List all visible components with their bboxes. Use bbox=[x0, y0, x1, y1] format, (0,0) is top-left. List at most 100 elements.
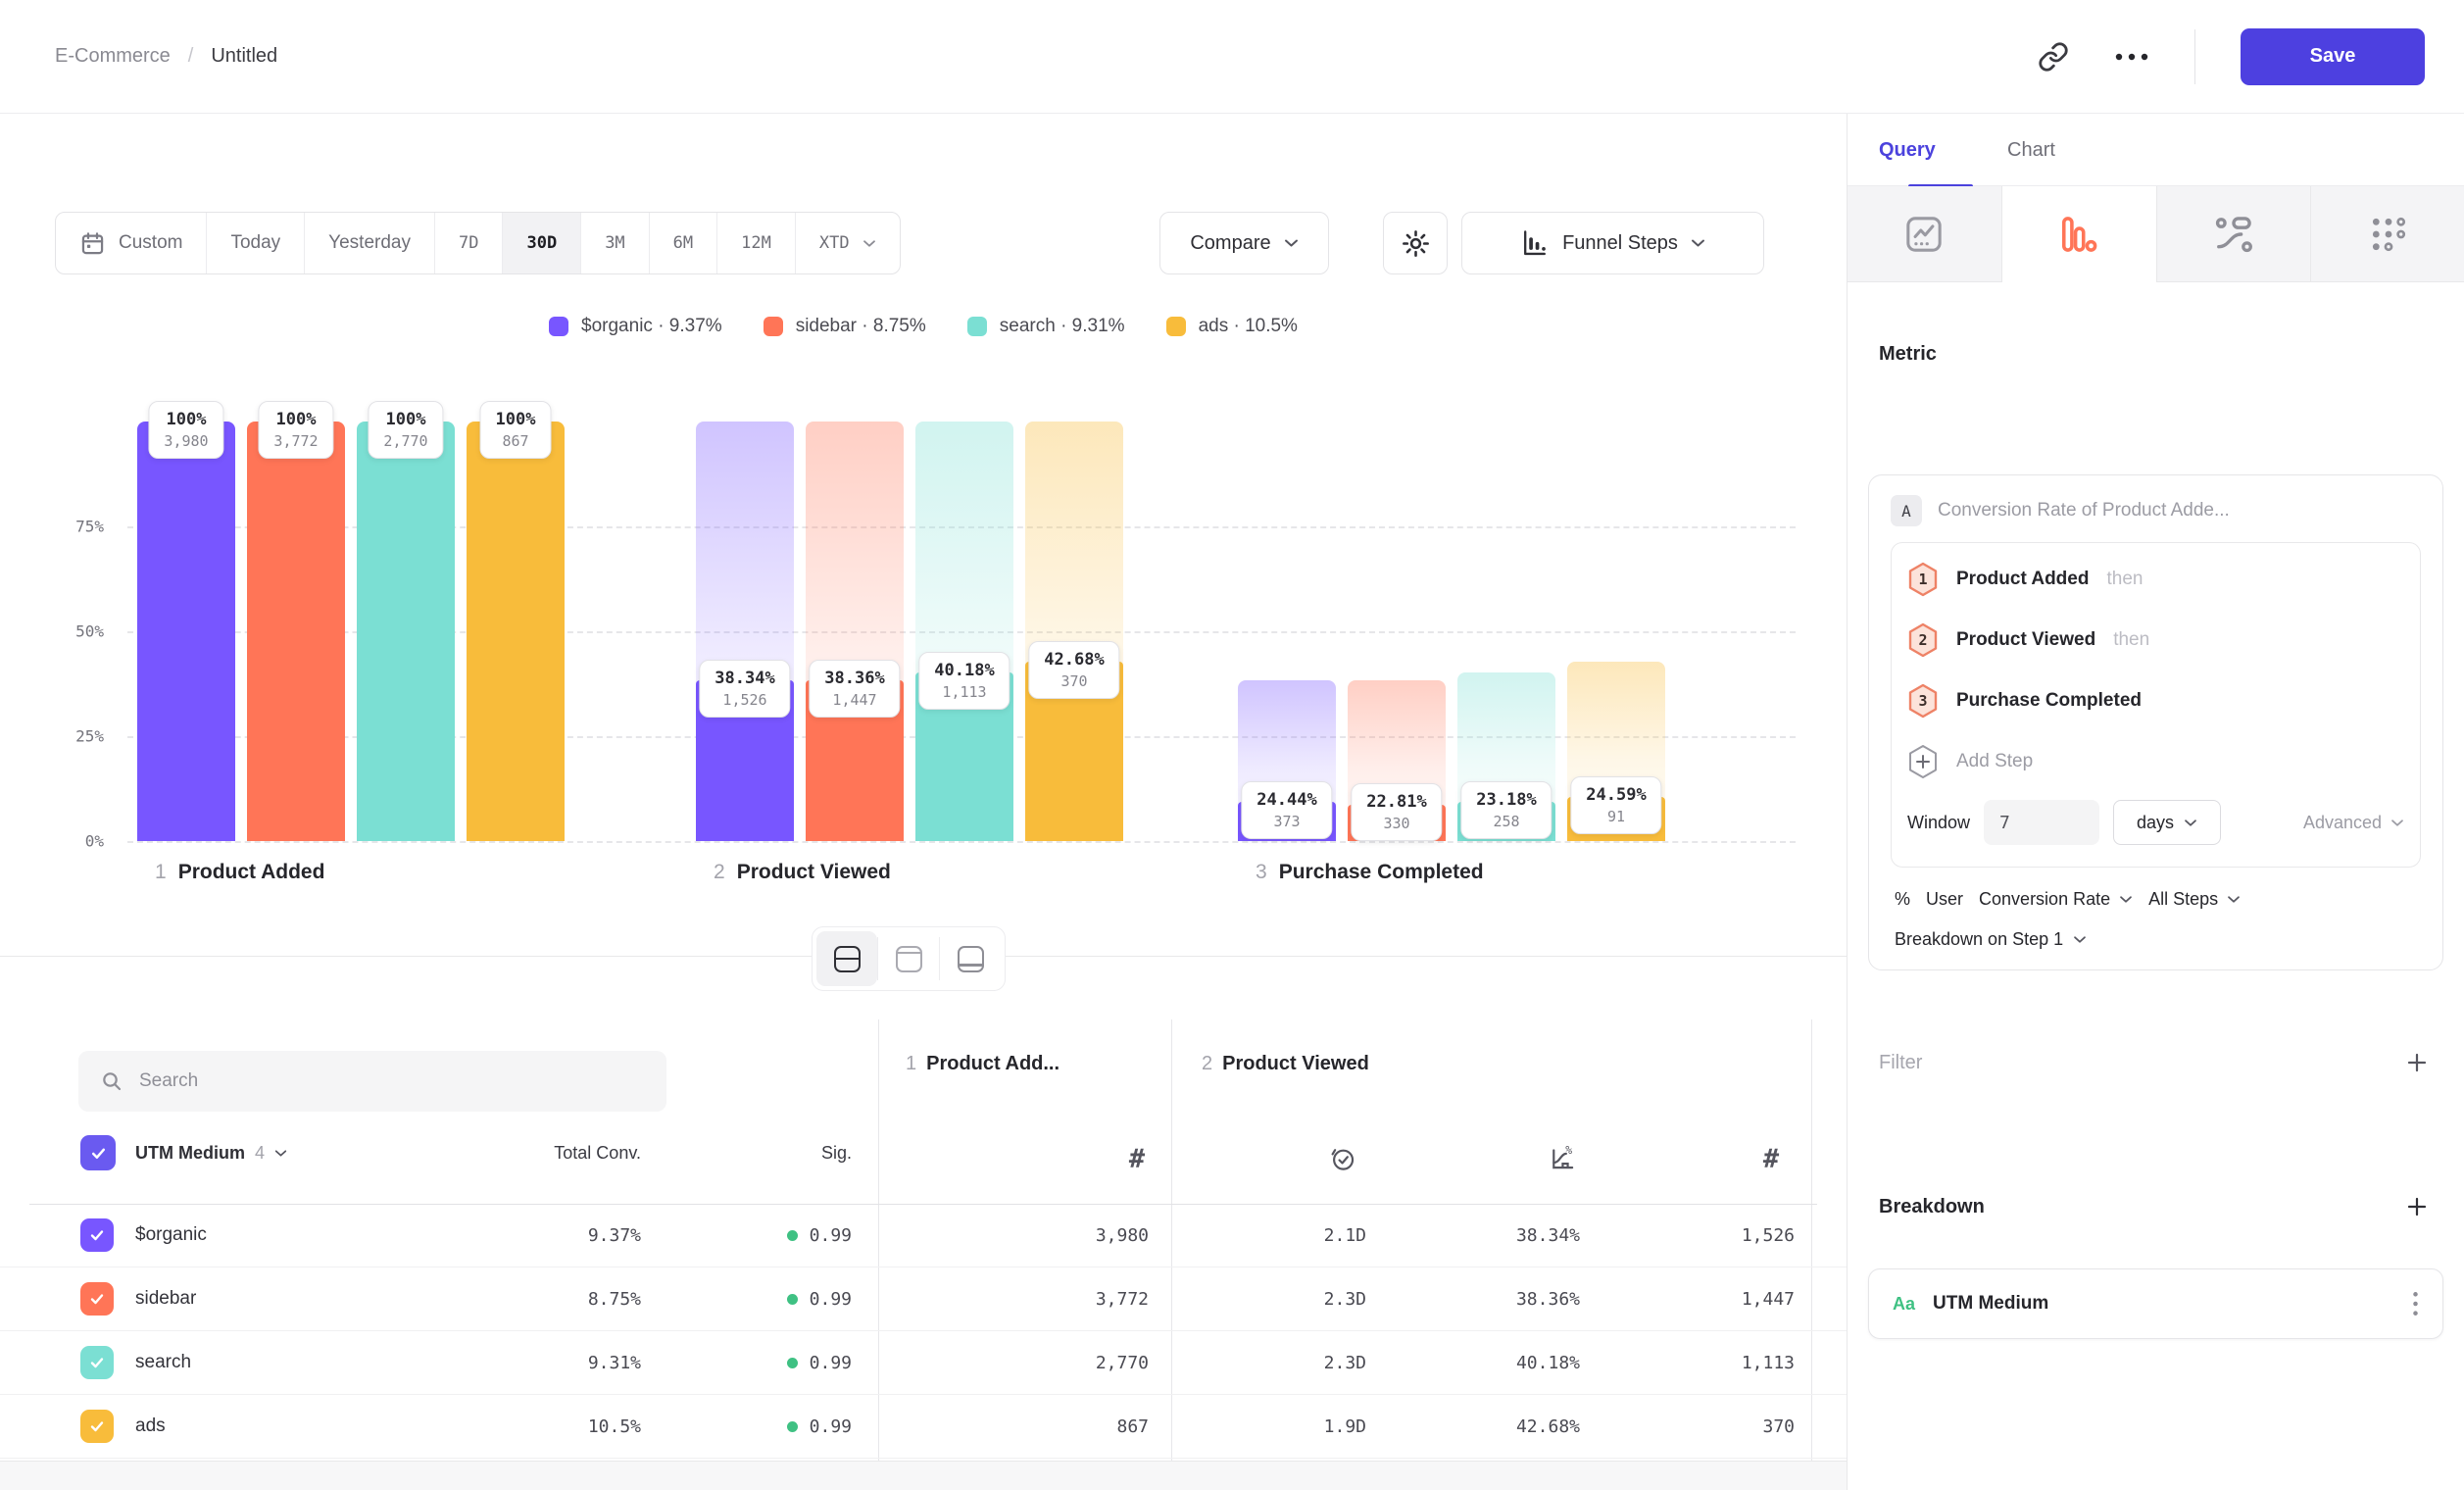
row-name: search bbox=[135, 1331, 191, 1394]
breakdown-property-card[interactable]: Aa UTM Medium bbox=[1868, 1268, 2443, 1339]
time-to-convert-column-icon[interactable] bbox=[1313, 1139, 1372, 1178]
sig-value: 0.99 bbox=[810, 1353, 852, 1373]
metric-step-2[interactable]: 2Product Viewedthen bbox=[1892, 610, 2420, 670]
funnel-bar-ads-step1[interactable]: 100%867 bbox=[467, 422, 565, 841]
legend-swatch bbox=[1166, 317, 1186, 336]
steps-scope-dropdown[interactable]: All Steps bbox=[2148, 889, 2241, 910]
legend-item-search[interactable]: search · 9.31% bbox=[967, 316, 1125, 337]
date-range-12m[interactable]: 12M bbox=[717, 213, 796, 273]
plus-icon bbox=[2404, 1194, 2430, 1219]
funnel-bar-sidebar-step2[interactable]: 38.36%1,447 bbox=[806, 422, 904, 841]
date-range-7d[interactable]: 7D bbox=[435, 213, 503, 273]
row-step2-count: 370 bbox=[1762, 1395, 1795, 1458]
metric-step-3[interactable]: 3Purchase Completed bbox=[1892, 670, 2420, 731]
legend-item-ads[interactable]: ads · 10.5% bbox=[1166, 316, 1298, 337]
funnel-bar-organic-step1[interactable]: 100%3,980 bbox=[137, 422, 235, 841]
date-range-custom[interactable]: Custom bbox=[56, 213, 207, 273]
topbar-divider bbox=[2194, 29, 2195, 84]
calendar-icon bbox=[79, 230, 106, 257]
window-value-input[interactable] bbox=[1984, 800, 2099, 845]
breadcrumb-page-title[interactable]: Untitled bbox=[211, 45, 277, 68]
measure-dropdown[interactable]: Conversion Rate bbox=[1979, 889, 2133, 910]
date-range-today[interactable]: Today bbox=[207, 213, 305, 273]
window-unit-select[interactable]: days bbox=[2113, 800, 2221, 845]
report-type-retention[interactable] bbox=[2311, 186, 2464, 282]
entity-label[interactable]: User bbox=[1926, 889, 1963, 910]
date-range-3m[interactable]: 3M bbox=[581, 213, 649, 273]
report-type-flows[interactable] bbox=[2157, 186, 2312, 282]
breakdown-on-step-dropdown[interactable]: Breakdown on Step 1 bbox=[1891, 929, 2421, 950]
count-column-icon[interactable]: # bbox=[1108, 1139, 1166, 1178]
count-column-icon[interactable]: # bbox=[1742, 1139, 1800, 1178]
search-input[interactable] bbox=[139, 1070, 645, 1092]
bar-value-badge: 100%3,980 bbox=[148, 401, 223, 459]
funnel-bar-ads-step3[interactable]: 24.59%91 bbox=[1567, 422, 1665, 841]
legend-item-organic[interactable]: $organic · 9.37% bbox=[549, 316, 722, 337]
breakdown-group-header[interactable]: UTM Medium 4 bbox=[135, 1135, 287, 1170]
legend-item-sidebar[interactable]: sidebar · 8.75% bbox=[764, 316, 926, 337]
table-step1-column-header[interactable]: 1Product Add... bbox=[906, 1053, 1060, 1075]
breadcrumb-section[interactable]: E-Commerce bbox=[55, 45, 171, 68]
row-checkbox[interactable] bbox=[80, 1346, 114, 1379]
split-view-toggle[interactable] bbox=[816, 931, 877, 986]
row-checkbox[interactable] bbox=[80, 1218, 114, 1252]
add-breakdown-button[interactable] bbox=[2404, 1194, 2430, 1219]
panel-tabs: Query Chart bbox=[1848, 114, 2464, 186]
table-step2-column-header[interactable]: 2Product Viewed bbox=[1202, 1053, 1369, 1075]
funnel-chart-icon bbox=[2057, 213, 2100, 256]
metric-step-1[interactable]: 1Product Addedthen bbox=[1892, 549, 2420, 610]
funnel-bar-organic-step2[interactable]: 38.34%1,526 bbox=[696, 422, 794, 841]
chart-view-selector-button[interactable]: Funnel Steps bbox=[1461, 212, 1764, 274]
tab-query[interactable]: Query bbox=[1879, 114, 1936, 186]
funnel-bar-organic-step3[interactable]: 24.44%373 bbox=[1238, 422, 1336, 841]
report-type-insights[interactable] bbox=[1848, 186, 2002, 282]
svg-text:%: % bbox=[1565, 1143, 1572, 1157]
chart-view-toggle[interactable] bbox=[878, 931, 939, 986]
advanced-dropdown[interactable]: Advanced bbox=[2303, 813, 2404, 833]
table-view-toggle[interactable] bbox=[940, 931, 1001, 986]
conversion-rate-column-icon[interactable]: % bbox=[1534, 1139, 1593, 1178]
select-all-checkbox[interactable] bbox=[80, 1135, 116, 1170]
metric-card: A Conversion Rate of Product Adde... 1Pr… bbox=[1868, 474, 2443, 970]
row-step2-time: 1.9D bbox=[1324, 1395, 1366, 1458]
row-step2-count: 1,113 bbox=[1742, 1331, 1795, 1394]
funnel-step-group-3: 24.44%37322.81%33023.18%25824.59%91 bbox=[1238, 422, 1665, 841]
sig-column-header[interactable]: Sig. bbox=[821, 1135, 852, 1170]
add-step-button[interactable]: Add Step bbox=[1892, 731, 2420, 792]
row-name: ads bbox=[135, 1395, 166, 1458]
total-conv-column-header[interactable]: Total Conv. bbox=[554, 1135, 641, 1170]
table-row-organic[interactable]: $organic9.37%0.993,9802.1D38.34%1,526 bbox=[0, 1204, 1847, 1267]
table-row-ads[interactable]: ads10.5%0.998671.9D42.68%370 bbox=[0, 1395, 1847, 1459]
chart-settings-button[interactable] bbox=[1383, 212, 1448, 274]
legend-label: search · 9.31% bbox=[1000, 316, 1125, 337]
property-options-kebab-icon[interactable] bbox=[2412, 1290, 2419, 1317]
metric-step-then: then bbox=[2113, 629, 2149, 651]
date-range-yesterday[interactable]: Yesterday bbox=[305, 213, 435, 273]
tab-chart[interactable]: Chart bbox=[2007, 114, 2055, 186]
funnel-bar-sidebar-step3[interactable]: 22.81%330 bbox=[1348, 422, 1446, 841]
funnel-bar-ads-step2[interactable]: 42.68%370 bbox=[1025, 422, 1123, 841]
add-filter-button[interactable] bbox=[2404, 1050, 2430, 1075]
report-type-funnel[interactable] bbox=[2002, 186, 2157, 282]
table-row-search[interactable]: search9.31%0.992,7702.3D40.18%1,113 bbox=[0, 1331, 1847, 1395]
funnel-bar-search-step2[interactable]: 40.18%1,113 bbox=[915, 422, 1013, 841]
table-search bbox=[78, 1051, 666, 1112]
metric-title: Conversion Rate of Product Adde... bbox=[1938, 500, 2230, 522]
row-checkbox[interactable] bbox=[80, 1410, 114, 1443]
date-range-xtd[interactable]: XTD bbox=[796, 213, 900, 273]
ellipsis-icon bbox=[2114, 53, 2149, 61]
y-axis-tick-label: 50% bbox=[37, 622, 104, 641]
row-checkbox[interactable] bbox=[80, 1282, 114, 1316]
funnel-bar-search-step1[interactable]: 100%2,770 bbox=[357, 422, 455, 841]
funnel-bar-search-step3[interactable]: 23.18%258 bbox=[1457, 422, 1555, 841]
bar-count: 370 bbox=[1044, 672, 1104, 690]
metric-title-row[interactable]: A Conversion Rate of Product Adde... bbox=[1891, 495, 2421, 526]
compare-button[interactable]: Compare bbox=[1159, 212, 1329, 274]
table-row-sidebar[interactable]: sidebar8.75%0.993,7722.3D38.36%1,447 bbox=[0, 1267, 1847, 1331]
funnel-bar-sidebar-step1[interactable]: 100%3,772 bbox=[247, 422, 345, 841]
date-range-6m[interactable]: 6M bbox=[650, 213, 717, 273]
date-range-30d[interactable]: 30D bbox=[503, 213, 581, 273]
save-button[interactable]: Save bbox=[2241, 28, 2425, 85]
share-link-button[interactable] bbox=[2038, 41, 2069, 73]
more-options-button[interactable] bbox=[2114, 53, 2149, 61]
